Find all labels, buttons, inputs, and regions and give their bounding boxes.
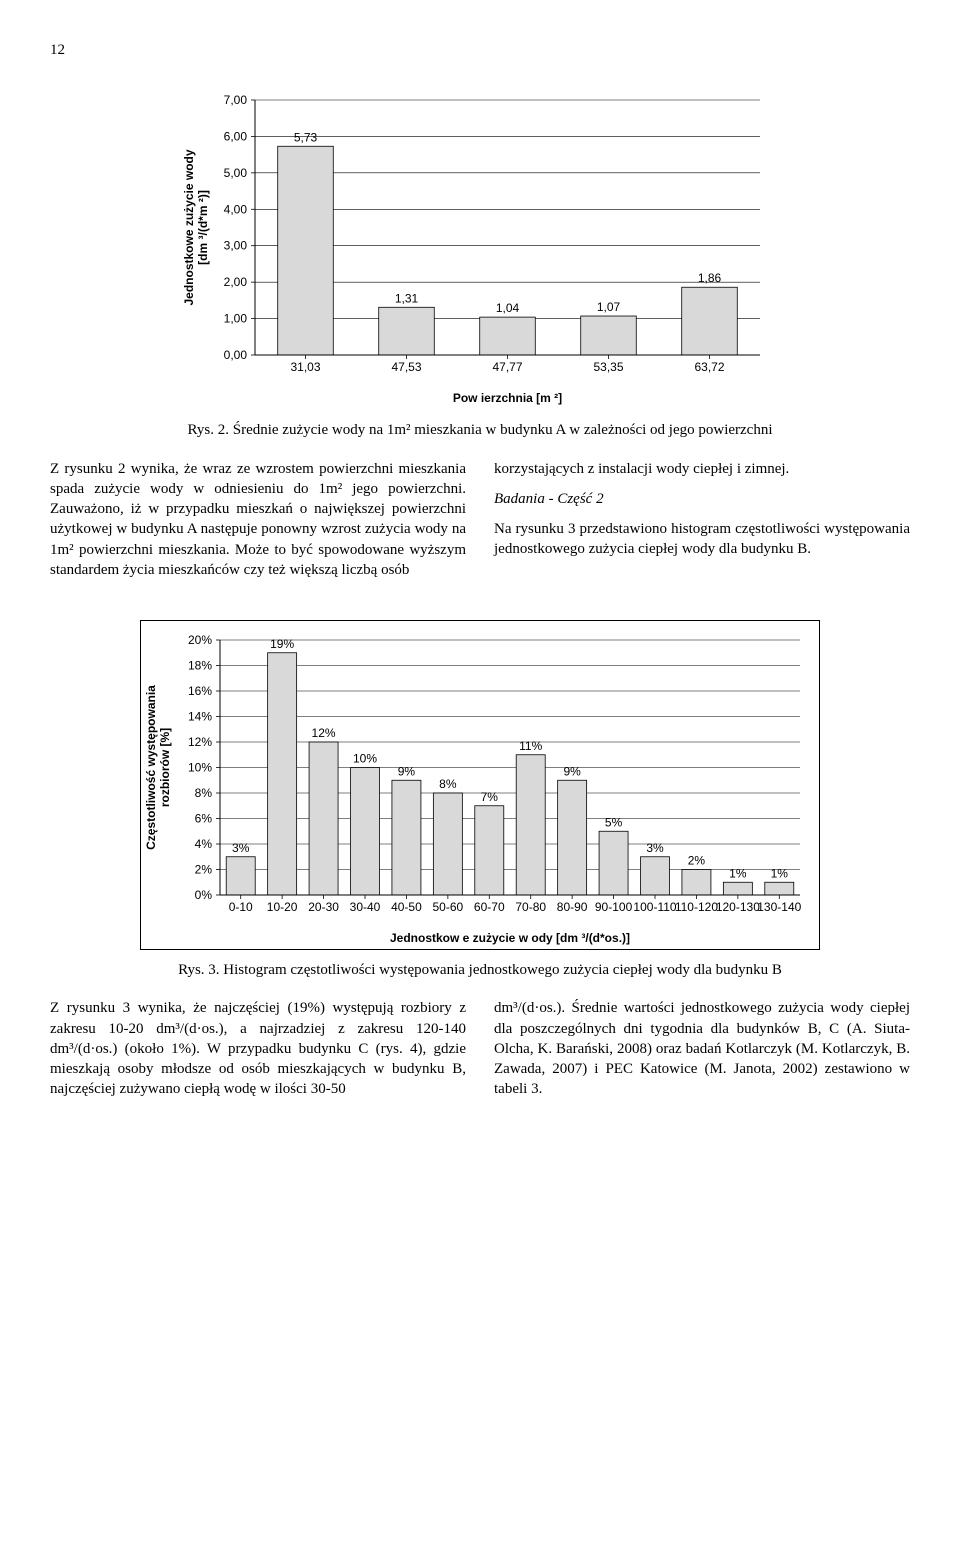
svg-text:20%: 20% (188, 633, 212, 647)
svg-text:6%: 6% (195, 812, 213, 826)
svg-text:2%: 2% (688, 854, 706, 868)
chart-1: 0,00 1,00 2,00 3,00 4,00 5,00 6,00 7,00 5,73 31,0… (180, 80, 780, 410)
paragraph: Z rysunku 3 wynika, że najczęściej (19%)… (50, 998, 466, 1099)
svg-text:70-80: 70-80 (515, 900, 546, 914)
page-number: 12 (50, 40, 910, 60)
caption-2: Rys. 3. Histogram częstotliwości występo… (50, 960, 910, 980)
paragraph: Z rysunku 2 wynika, że wraz ze wzrostem … (50, 459, 466, 581)
svg-text:1,86: 1,86 (698, 271, 722, 285)
svg-text:0,00: 0,00 (224, 348, 248, 362)
svg-text:4%: 4% (195, 837, 213, 851)
svg-text:3,00: 3,00 (224, 239, 248, 253)
paragraph: dm³/(d·os.). Średnie wartości jednostkow… (494, 998, 910, 1099)
svg-text:Pow ierzchnia [m ²]: Pow ierzchnia [m ²] (453, 391, 562, 405)
svg-text:18%: 18% (188, 659, 212, 673)
text-block-2: Z rysunku 3 wynika, że najczęściej (19%)… (50, 998, 910, 1109)
svg-text:63,72: 63,72 (694, 360, 724, 374)
svg-text:80-90: 80-90 (557, 900, 588, 914)
svg-text:1%: 1% (729, 866, 747, 880)
svg-text:Jednostkowe zużycie wody: Jednostkowe zużycie wody (182, 149, 196, 305)
svg-text:47,77: 47,77 (492, 360, 522, 374)
text-block-1: Z rysunku 2 wynika, że wraz ze wzrostem … (50, 459, 910, 591)
svg-text:47,53: 47,53 (391, 360, 421, 374)
svg-text:19%: 19% (270, 637, 294, 651)
svg-text:10%: 10% (353, 752, 377, 766)
paragraph: korzystających z instalacji wody ciepłej… (494, 459, 910, 479)
svg-text:10%: 10% (188, 761, 212, 775)
svg-text:9%: 9% (563, 764, 581, 778)
svg-text:4,00: 4,00 (224, 203, 248, 217)
svg-text:3%: 3% (232, 841, 250, 855)
svg-text:7%: 7% (481, 790, 499, 804)
svg-text:9%: 9% (398, 764, 416, 778)
svg-text:1,31: 1,31 (395, 292, 419, 306)
svg-text:Jednostkow e zużycie w ody [dm: Jednostkow e zużycie w ody [dm ³/(d*os.)… (390, 931, 630, 945)
svg-text:1,00: 1,00 (224, 312, 248, 326)
svg-text:[dm ³/(d*m ²)]: [dm ³/(d*m ²)] (196, 190, 210, 265)
svg-text:90-100: 90-100 (595, 900, 633, 914)
svg-text:40-50: 40-50 (391, 900, 422, 914)
svg-text:2%: 2% (195, 863, 213, 877)
svg-text:Częstotliwość występowania: Częstotliwość występowania (144, 685, 158, 850)
svg-text:14%: 14% (188, 710, 212, 724)
caption-1: Rys. 2. Średnie zużycie wody na 1m² mies… (50, 420, 910, 440)
svg-text:130-140: 130-140 (757, 900, 801, 914)
svg-text:50-60: 50-60 (433, 900, 464, 914)
svg-text:0-10: 0-10 (229, 900, 253, 914)
svg-text:0%: 0% (195, 888, 213, 902)
svg-text:100-110: 100-110 (633, 900, 676, 914)
paragraph: Na rysunku 3 przedstawiono histogram czę… (494, 519, 910, 560)
svg-text:31,03: 31,03 (290, 360, 320, 374)
section-heading: Badania - Część 2 (494, 489, 910, 509)
svg-text:5,73: 5,73 (294, 131, 318, 145)
svg-text:5%: 5% (605, 815, 623, 829)
svg-text:20-30: 20-30 (308, 900, 339, 914)
svg-text:11%: 11% (519, 739, 542, 753)
chart-2: 0% 2% 4% 6% 8% 10% 12% 14% 16% 18% 20% 3% 0-10 19% 10-… (140, 620, 820, 950)
svg-text:120-130: 120-130 (716, 900, 760, 914)
svg-text:12%: 12% (312, 726, 336, 740)
svg-text:10-20: 10-20 (267, 900, 298, 914)
svg-text:30-40: 30-40 (350, 900, 381, 914)
svg-text:5,00: 5,00 (224, 166, 248, 180)
svg-text:16%: 16% (188, 684, 212, 698)
svg-text:8%: 8% (439, 777, 457, 791)
svg-text:12%: 12% (188, 735, 212, 749)
svg-text:60-70: 60-70 (474, 900, 505, 914)
svg-text:rozbiorów [%]: rozbiorów [%] (158, 728, 172, 807)
svg-text:53,35: 53,35 (593, 360, 623, 374)
svg-text:1%: 1% (771, 866, 789, 880)
svg-text:1,04: 1,04 (496, 301, 520, 315)
svg-text:110-120: 110-120 (675, 900, 718, 914)
svg-text:8%: 8% (195, 786, 213, 800)
svg-text:2,00: 2,00 (224, 275, 248, 289)
svg-text:3%: 3% (646, 841, 664, 855)
svg-text:6,00: 6,00 (224, 130, 248, 144)
svg-text:7,00: 7,00 (224, 93, 248, 107)
svg-text:1,07: 1,07 (597, 300, 621, 314)
